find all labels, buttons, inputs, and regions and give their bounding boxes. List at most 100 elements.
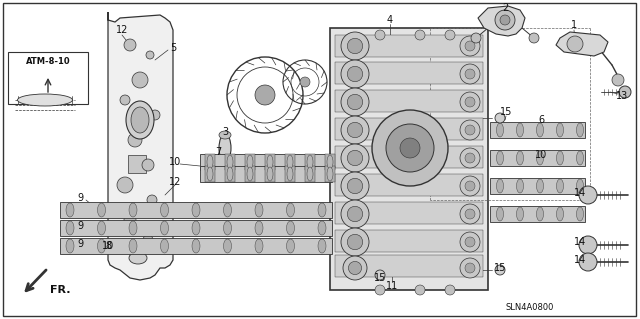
Ellipse shape [327,155,333,169]
Text: 1: 1 [571,20,577,30]
Ellipse shape [557,123,563,137]
Text: 15: 15 [500,107,512,117]
Polygon shape [108,12,173,280]
Ellipse shape [516,151,524,165]
Text: SLN4A0800: SLN4A0800 [506,303,554,313]
Circle shape [348,234,363,250]
Text: 10: 10 [169,157,181,167]
Ellipse shape [227,155,233,169]
Text: 6: 6 [538,115,544,125]
Bar [225,166,235,182]
Bar [245,154,255,170]
Ellipse shape [129,252,147,264]
Bar [335,255,483,277]
Bar [200,166,332,182]
Ellipse shape [223,203,232,217]
Bar [205,166,215,182]
Circle shape [460,92,480,112]
Bar [335,230,483,252]
Ellipse shape [577,179,584,193]
Circle shape [460,258,480,278]
Circle shape [460,64,480,84]
Ellipse shape [327,167,333,181]
Ellipse shape [223,239,232,253]
Bar [265,154,275,170]
Ellipse shape [497,151,504,165]
Bar [335,90,483,112]
Ellipse shape [207,155,213,169]
Ellipse shape [129,203,137,217]
Bar [335,35,483,57]
Circle shape [400,138,420,158]
Circle shape [612,74,624,86]
Ellipse shape [161,203,168,217]
Text: 10: 10 [535,150,547,160]
Ellipse shape [287,221,294,235]
Circle shape [460,148,480,168]
Circle shape [348,94,363,110]
Circle shape [460,176,480,196]
Circle shape [348,150,363,166]
Ellipse shape [126,101,154,139]
Circle shape [465,125,475,135]
Bar [490,206,585,222]
Circle shape [415,285,425,295]
Circle shape [386,124,434,172]
Ellipse shape [516,123,524,137]
Text: 14: 14 [574,237,586,247]
Ellipse shape [247,167,253,181]
Ellipse shape [131,107,149,133]
Text: 12: 12 [169,177,181,187]
Ellipse shape [577,151,584,165]
Text: 9: 9 [77,239,83,249]
Ellipse shape [255,203,263,217]
Ellipse shape [97,221,106,235]
Circle shape [341,228,369,256]
Text: 13: 13 [616,91,628,101]
Ellipse shape [516,207,524,221]
Bar [245,166,255,182]
Circle shape [495,265,505,275]
Ellipse shape [129,239,137,253]
Ellipse shape [223,221,232,235]
Circle shape [465,97,475,107]
Bar [335,146,483,168]
Circle shape [255,85,275,105]
Ellipse shape [577,207,584,221]
Bar [490,150,585,166]
Ellipse shape [161,239,168,253]
Ellipse shape [318,221,326,235]
Circle shape [146,51,154,59]
Text: 8: 8 [105,241,111,251]
Circle shape [465,209,475,219]
Bar [60,220,332,236]
Ellipse shape [318,239,326,253]
Circle shape [465,41,475,51]
Circle shape [460,120,480,140]
Circle shape [132,72,148,88]
Ellipse shape [497,179,504,193]
Ellipse shape [536,207,543,221]
Circle shape [375,285,385,295]
Ellipse shape [97,203,106,217]
Ellipse shape [66,239,74,253]
Circle shape [128,133,142,147]
Circle shape [372,110,448,186]
Circle shape [143,235,153,245]
Ellipse shape [129,221,137,235]
Text: 2: 2 [502,3,508,13]
Circle shape [348,261,362,275]
Bar [225,154,235,170]
Circle shape [460,36,480,56]
Ellipse shape [192,239,200,253]
Text: 15: 15 [494,263,506,273]
Circle shape [150,110,160,120]
Ellipse shape [192,203,200,217]
Circle shape [130,250,140,260]
Circle shape [415,30,425,40]
Circle shape [348,178,363,194]
Bar [490,122,585,138]
Ellipse shape [255,221,263,235]
Text: 10: 10 [102,241,114,251]
Ellipse shape [307,167,313,181]
